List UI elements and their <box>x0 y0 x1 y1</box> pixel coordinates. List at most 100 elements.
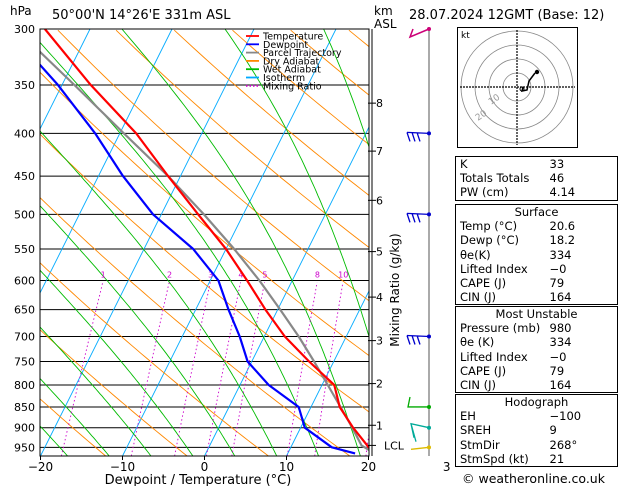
km-tick-label: 7 <box>376 145 383 158</box>
legend-label: Dry Adiabat <box>263 56 320 67</box>
dry-adiabat <box>173 29 369 196</box>
isotherm <box>368 453 369 456</box>
mixing-ratio-label: 1 <box>101 271 106 280</box>
hodograph-storm-marker <box>534 69 540 75</box>
hodograph-index-row: SREH 9 <box>455 423 618 438</box>
mixing-ratio-label: 10 <box>338 271 348 280</box>
wet-adiabat <box>40 130 278 456</box>
isotherm <box>0 29 8 456</box>
km-label: km <box>374 4 393 18</box>
dry-adiabat <box>57 29 369 302</box>
pressure-tick-label: 950 <box>14 441 35 454</box>
pressure-tick-label: 300 <box>14 23 35 36</box>
pressure-tick-label: 350 <box>14 79 35 92</box>
surface-value: 20.6 <box>547 219 618 234</box>
wet-adiabat <box>40 326 152 456</box>
date-title: 28.07.2024 12GMT (Base: 12) <box>409 8 605 23</box>
surface-label: θe(K) <box>455 247 548 262</box>
temperature-line <box>44 29 369 450</box>
hodograph-kt-label: kt <box>461 31 470 41</box>
pressure-tick-label: 800 <box>14 379 35 392</box>
hodograph-index-label: EH <box>455 409 548 424</box>
dry-adiabat <box>40 329 188 456</box>
isotherm <box>286 289 369 456</box>
mixing-ratio-label: 2 <box>167 271 172 280</box>
temp-tick-label: −10 <box>110 460 135 474</box>
pressure-tick-label: 850 <box>14 401 35 414</box>
hodograph-table: Hodograph EH −100 SREH 9 StmDir 268° StmSpd (kt… <box>455 394 618 468</box>
temp-tick-label: 0 <box>201 460 209 474</box>
index-value: 4.14 <box>547 185 618 201</box>
most-unstable-label: CAPE (J) <box>455 363 548 379</box>
hodograph-index-value: 9 <box>547 423 618 438</box>
legend-label: Parcel Trajectory <box>263 48 342 59</box>
hodograph-index-label: SREH <box>455 423 548 438</box>
plot-area: 12345810152025 <box>0 29 450 456</box>
surface-table: Surface Temp (°C) 20.6 Dewp (°C) 18.2 θe(K) 33… <box>455 204 618 306</box>
dewpoint-line <box>40 63 356 455</box>
wet-adiabat <box>121 29 361 456</box>
km-tick-label: 8 <box>376 97 383 110</box>
wind-barb <box>406 334 430 345</box>
asl-label: ASL <box>374 17 397 31</box>
dry-adiabat <box>115 29 369 248</box>
most-unstable-row: Lifted Index −0 <box>455 349 618 364</box>
temp-tick-label: −20 <box>28 460 53 474</box>
surface-row: Lifted Index −0 <box>455 261 618 277</box>
wind-barb <box>407 396 429 408</box>
hodograph-surface-marker <box>519 86 525 92</box>
most-unstable-row: CAPE (J) 79 <box>455 363 618 379</box>
legend-label: Wet Adiabat <box>263 65 321 76</box>
km-tick-label: 2 <box>376 378 383 391</box>
hodograph-index-value: 21 <box>547 451 618 468</box>
mixing-ratio-line <box>433 282 450 456</box>
pressure-tick-label: 900 <box>14 422 35 435</box>
surface-row: Temp (°C) 20.6 <box>455 219 618 234</box>
location-title: 50°00'N 14°26'E 331m ASL <box>52 8 231 23</box>
isotherm <box>40 29 173 295</box>
km-tick-label: 5 <box>376 246 383 259</box>
hodograph-index-value: −100 <box>547 409 618 424</box>
dry-adiabat <box>40 71 369 357</box>
mixing-ratio-line <box>174 282 211 456</box>
surface-row: Dewp (°C) 18.2 <box>455 233 618 248</box>
skewt-chart: 1234581015202530035040045050055060065070… <box>0 23 450 486</box>
most-unstable-table: Most Unstable Pressure (mb) 980 θe (K) 334 Li… <box>455 306 618 394</box>
hpa-label: hPa <box>10 4 32 18</box>
mixing-ratio-line <box>314 282 344 456</box>
pressure-tick-label: 750 <box>14 356 35 369</box>
hodograph-index-row: StmSpd (kt) 21 <box>455 451 618 468</box>
pressure-tick-label: 550 <box>14 243 35 256</box>
mixing-ratio-label: 20 <box>422 271 432 280</box>
hodograph-index-label: StmDir <box>455 437 548 452</box>
pressure-tick-label: 450 <box>14 170 35 183</box>
indices-basic-table: K 33 Totals Totals 46 PW (cm) 4.14 <box>455 156 618 201</box>
index-row: Totals Totals 46 <box>455 171 618 186</box>
temp-tick-label: 20 <box>361 460 376 474</box>
index-value: 33 <box>547 156 618 172</box>
legend-label: Isotherm <box>263 73 305 84</box>
most-unstable-value: 164 <box>547 378 618 394</box>
isotherm <box>40 29 91 131</box>
index-label: K <box>455 156 548 172</box>
mixing-ratio-line <box>231 282 266 456</box>
most-unstable-value: 334 <box>547 335 618 350</box>
pressure-tick-label: 500 <box>14 208 35 221</box>
surface-label: CAPE (J) <box>455 276 548 291</box>
most-unstable-label: CIN (J) <box>455 378 548 394</box>
most-unstable-label: Lifted Index <box>455 349 548 364</box>
index-label: PW (cm) <box>455 185 548 201</box>
dry-adiabat <box>290 29 369 96</box>
legend-label: Mixing Ratio <box>263 81 322 92</box>
wet-adiabat <box>40 41 320 456</box>
mixing-ratio-line <box>60 282 104 456</box>
km-tick-label: 1 <box>376 419 383 432</box>
legend-label: Dewpoint <box>263 40 308 51</box>
most-unstable-value: 980 <box>547 321 618 336</box>
surface-title: Surface <box>455 204 618 220</box>
isotherm <box>204 125 369 456</box>
plot-frame <box>39 28 370 457</box>
wet-adiabat <box>40 269 194 456</box>
surface-value: 164 <box>547 290 618 306</box>
